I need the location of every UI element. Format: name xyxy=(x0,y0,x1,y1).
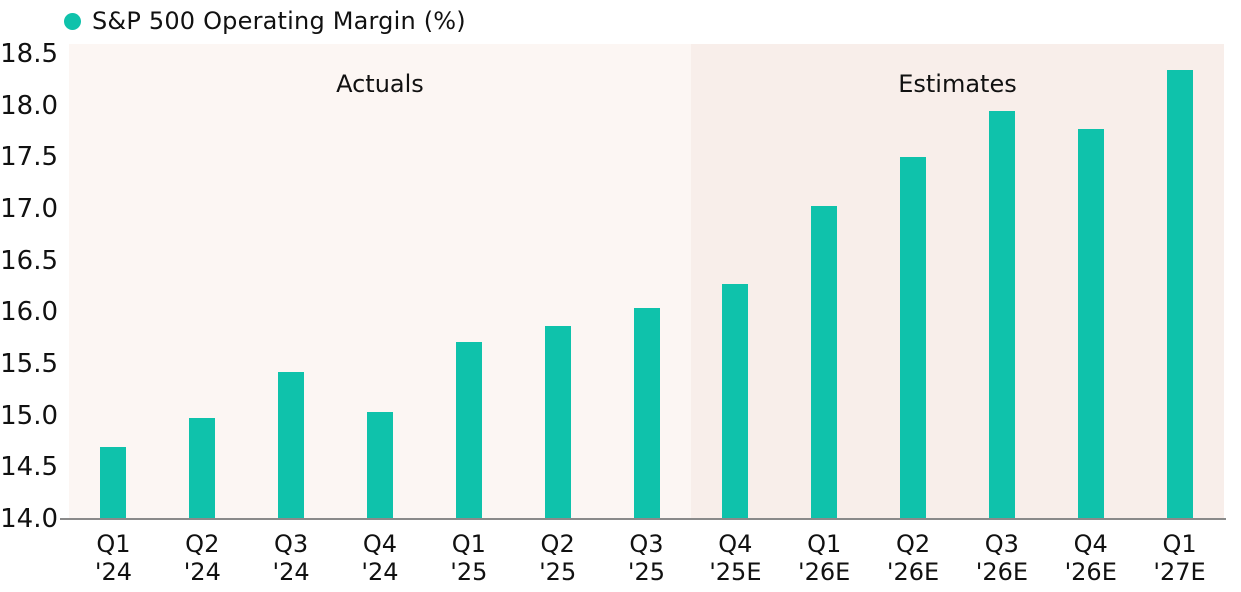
x-tick-line2: '26E xyxy=(1064,558,1117,586)
bar xyxy=(1166,69,1193,519)
x-tick-line2: '26E xyxy=(975,558,1029,586)
legend: S&P 500 Operating Margin (%) xyxy=(64,6,466,36)
x-tick-line2: '25 xyxy=(539,558,577,586)
plot-area xyxy=(69,44,1224,519)
region-bg-estimates xyxy=(690,44,1224,519)
x-tick-line2: '27E xyxy=(1153,558,1206,586)
x-tick-line1: Q2 xyxy=(540,530,575,558)
x-tick-line2: '25 xyxy=(627,558,666,586)
x-tick-line2: '24 xyxy=(183,558,221,586)
x-tick-line2: '24 xyxy=(361,558,399,586)
bar xyxy=(544,325,571,519)
x-tick-label: Q3'24 xyxy=(273,530,310,586)
x-tick-line1: Q3 xyxy=(274,530,309,558)
x-tick-line1: Q3 xyxy=(984,530,1019,558)
bar xyxy=(1077,129,1104,519)
x-tick-label: Q1'24 xyxy=(95,530,132,586)
y-tick-label: 15.0 xyxy=(0,400,58,431)
x-tick-label: Q4'24 xyxy=(361,530,398,586)
y-tick-label: 17.5 xyxy=(0,142,58,173)
y-tick-label: 16.0 xyxy=(0,297,58,328)
bar xyxy=(811,205,838,519)
bar xyxy=(100,446,127,519)
y-tick-label: 15.5 xyxy=(0,349,58,379)
region-label-actuals: Actuals xyxy=(336,70,424,98)
y-tick-label: 16.5 xyxy=(0,245,58,276)
bar xyxy=(278,372,305,519)
x-tick-line1: Q1 xyxy=(451,530,486,558)
x-tick-line1: Q4 xyxy=(1073,530,1108,558)
x-tick-label: Q2'26E xyxy=(887,530,939,586)
y-tick-label: 18.5 xyxy=(0,39,58,69)
x-tick-line1: Q1 xyxy=(96,530,131,558)
x-tick-label: Q1'27E xyxy=(1153,530,1205,586)
x-tick-line2: '25 xyxy=(450,558,488,586)
y-tick-label: 14.5 xyxy=(0,452,58,483)
x-tick-line1: Q2 xyxy=(185,530,220,558)
x-tick-label: Q1'26E xyxy=(798,530,850,586)
x-tick-line2: '25E xyxy=(709,558,762,586)
x-tick-label: Q3'25 xyxy=(628,530,665,586)
bar xyxy=(633,308,660,519)
bar xyxy=(366,411,393,519)
x-tick-line2: '24 xyxy=(272,558,310,586)
x-tick-line1: Q4 xyxy=(718,530,753,558)
bar xyxy=(900,157,927,519)
bar xyxy=(722,284,749,519)
bar xyxy=(189,417,216,519)
x-tick-line1: Q4 xyxy=(362,530,398,558)
y-tick-label: 17.0 xyxy=(0,194,58,224)
x-tick-line1: Q1 xyxy=(1162,530,1197,558)
bar xyxy=(988,110,1015,519)
x-tick-label: Q2'25 xyxy=(539,530,576,586)
x-tick-label: Q3'26E xyxy=(976,530,1028,586)
x-tick-label: Q2'24 xyxy=(184,530,221,586)
x-tick-label: Q4'26E xyxy=(1065,530,1117,586)
x-axis-line xyxy=(60,518,1226,520)
x-tick-line2: '26E xyxy=(798,558,851,586)
x-tick-line1: Q3 xyxy=(629,530,664,558)
x-tick-line1: Q1 xyxy=(807,530,842,558)
region-label-estimates: Estimates xyxy=(898,70,1017,98)
x-tick-label: Q1'25 xyxy=(450,530,487,586)
y-tick-label: 14.0 xyxy=(0,504,58,534)
x-tick-line1: Q2 xyxy=(895,530,931,558)
x-tick-line2: '26E xyxy=(886,558,940,586)
y-tick-label: 18.0 xyxy=(0,90,58,121)
legend-dot-icon xyxy=(64,12,81,30)
x-tick-label: Q4'25E xyxy=(709,530,761,586)
legend-label: S&P 500 Operating Margin (%) xyxy=(92,7,466,35)
bar xyxy=(455,342,482,519)
x-tick-line2: '24 xyxy=(94,558,132,586)
